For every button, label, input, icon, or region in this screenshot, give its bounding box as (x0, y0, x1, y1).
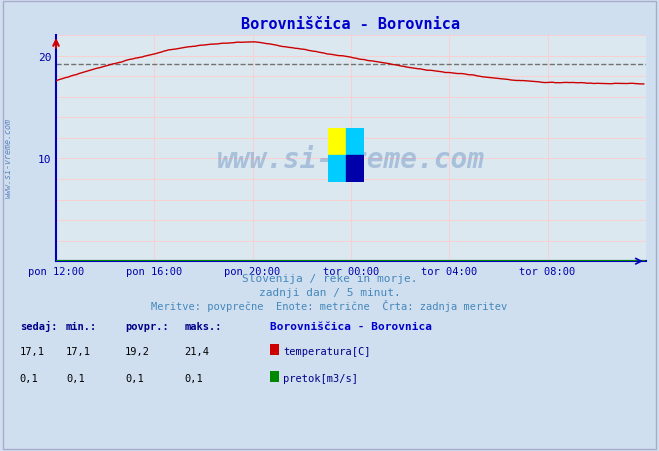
Text: min.:: min.: (66, 321, 97, 331)
Text: Meritve: povprečne  Enote: metrične  Črta: zadnja meritev: Meritve: povprečne Enote: metrične Črta:… (152, 299, 507, 311)
Text: Slovenija / reke in morje.: Slovenija / reke in morje. (242, 274, 417, 284)
Text: www.si-vreme.com: www.si-vreme.com (3, 118, 13, 198)
Text: sedaj:: sedaj: (20, 320, 57, 331)
Title: Borovniščica - Borovnica: Borovniščica - Borovnica (241, 17, 461, 32)
Bar (328, 156, 346, 183)
Text: 17,1: 17,1 (20, 346, 45, 356)
Bar (346, 129, 364, 156)
Text: zadnji dan / 5 minut.: zadnji dan / 5 minut. (258, 287, 401, 297)
Text: 0,1: 0,1 (185, 373, 203, 383)
Text: povpr.:: povpr.: (125, 321, 169, 331)
Bar (328, 129, 346, 156)
Text: 21,4: 21,4 (185, 346, 210, 356)
Text: maks.:: maks.: (185, 321, 222, 331)
Text: 0,1: 0,1 (66, 373, 84, 383)
Text: 19,2: 19,2 (125, 346, 150, 356)
Text: pretok[m3/s]: pretok[m3/s] (283, 373, 358, 383)
Text: temperatura[C]: temperatura[C] (283, 346, 371, 356)
Bar (346, 156, 364, 183)
Text: 0,1: 0,1 (125, 373, 144, 383)
Text: Borovniščica - Borovnica: Borovniščica - Borovnica (270, 321, 432, 331)
Text: www.si-vreme.com: www.si-vreme.com (217, 146, 485, 174)
Text: 0,1: 0,1 (20, 373, 38, 383)
Text: 17,1: 17,1 (66, 346, 91, 356)
